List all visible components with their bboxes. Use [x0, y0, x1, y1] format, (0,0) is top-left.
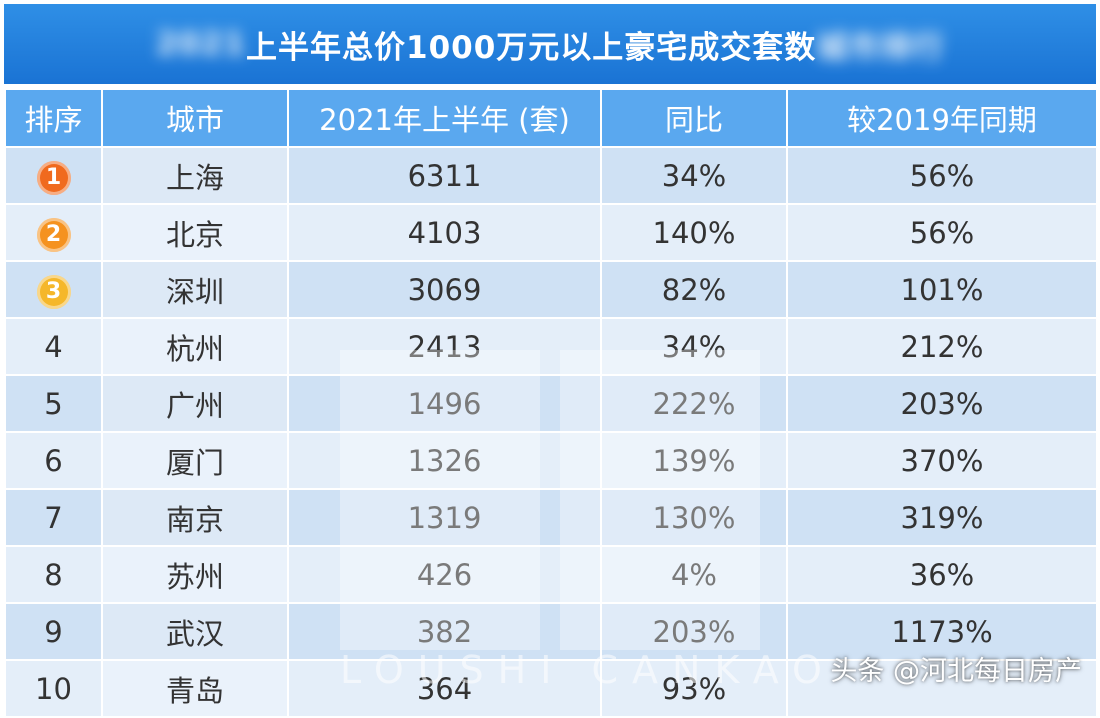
rank-medal-icon: 3 [36, 274, 71, 309]
units-cell: 382 [287, 602, 602, 661]
units-cell: 2413 [287, 317, 602, 376]
city-cell: 深圳 [101, 260, 289, 319]
title-blurred-prefix: 2021 [155, 26, 246, 62]
vs2019-cell: 56% [786, 203, 1098, 262]
units-cell: 3069 [287, 260, 602, 319]
city-cell: 武汉 [101, 602, 289, 661]
yoy-cell: 34% [600, 146, 788, 205]
rank-cell: 6 [4, 431, 103, 490]
yoy-cell: 203% [600, 602, 788, 661]
city-cell: 苏州 [101, 545, 289, 604]
table-row: 5 广州 1496 222% 203% [4, 374, 1098, 433]
rank-cell: 5 [4, 374, 103, 433]
table-row: 2 北京 4103 140% 56% [4, 203, 1098, 262]
units-cell: 1496 [287, 374, 602, 433]
header-yoy: 同比 [600, 88, 788, 148]
yoy-cell: 93% [600, 659, 788, 718]
title-blurred-suffix: 城市排行 [816, 29, 945, 66]
rank-cell: 2 [4, 203, 103, 262]
header-units: 2021年上半年 (套) [287, 88, 602, 148]
rank-cell: 7 [4, 488, 103, 547]
rank-medal-icon: 1 [36, 160, 71, 195]
header-city: 城市 [101, 88, 289, 148]
units-cell: 364 [287, 659, 602, 718]
city-cell: 广州 [101, 374, 289, 433]
yoy-cell: 130% [600, 488, 788, 547]
vs2019-cell: 36% [786, 545, 1098, 604]
table-row: 3 深圳 3069 82% 101% [4, 260, 1098, 319]
table-row: 8 苏州 426 4% 36% [4, 545, 1098, 604]
city-cell: 南京 [101, 488, 289, 547]
table-row: 1 上海 6311 34% 56% [4, 146, 1098, 205]
units-cell: 6311 [287, 146, 602, 205]
vs2019-cell: 203% [786, 374, 1098, 433]
title-text: 上半年总价1000万元以上豪宅成交套数 [246, 29, 817, 66]
source-tag: 头条 @河北每日房产 [830, 656, 1082, 687]
table-title: 2021 上半年总价1000万元以上豪宅成交套数 城市排行 [4, 4, 1096, 84]
header-rank: 排序 [4, 88, 103, 148]
units-cell: 1326 [287, 431, 602, 490]
vs2019-cell: 56% [786, 146, 1098, 205]
vs2019-cell: 370% [786, 431, 1098, 490]
rank-medal-icon: 2 [36, 217, 71, 252]
yoy-cell: 82% [600, 260, 788, 319]
table-row: 10 青岛 364 93% [4, 659, 1098, 718]
table-header-row: 排序 城市 2021年上半年 (套) 同比 较2019年同期 [4, 88, 1098, 148]
table-row: 6 厦门 1326 139% 370% [4, 431, 1098, 490]
rank-cell: 9 [4, 602, 103, 661]
header-vs2019: 较2019年同期 [786, 88, 1098, 148]
vs2019-cell [786, 659, 1098, 718]
rank-cell: 3 [4, 260, 103, 319]
yoy-cell: 140% [600, 203, 788, 262]
units-cell: 1319 [287, 488, 602, 547]
vs2019-cell: 212% [786, 317, 1098, 376]
city-cell: 厦门 [101, 431, 289, 490]
units-cell: 426 [287, 545, 602, 604]
rank-cell: 8 [4, 545, 103, 604]
rank-cell: 1 [4, 146, 103, 205]
yoy-cell: 4% [600, 545, 788, 604]
ranking-table-container: 排序 城市 2021年上半年 (套) 同比 较2019年同期 1 上海 6311 34… [4, 88, 1098, 718]
yoy-cell: 139% [600, 431, 788, 490]
yoy-cell: 34% [600, 317, 788, 376]
vs2019-cell: 1173% [786, 602, 1098, 661]
units-cell: 4103 [287, 203, 602, 262]
city-cell: 杭州 [101, 317, 289, 376]
city-cell: 上海 [101, 146, 289, 205]
table-body: 1 上海 6311 34% 56% 2 北京 4103 140% 56% 3 深圳 3069 82% 101… [4, 146, 1098, 718]
ranking-table: 排序 城市 2021年上半年 (套) 同比 较2019年同期 1 上海 6311 34… [4, 88, 1098, 718]
city-cell: 青岛 [101, 659, 289, 718]
rank-cell: 4 [4, 317, 103, 376]
vs2019-cell: 101% [786, 260, 1098, 319]
watermark-text: LOUSHI CANKAO [340, 648, 836, 692]
table-row: 4 杭州 2413 34% 212% [4, 317, 1098, 376]
yoy-cell: 222% [600, 374, 788, 433]
rank-cell: 10 [4, 659, 103, 718]
table-row: 9 武汉 382 203% 1173% [4, 602, 1098, 661]
table-row: 7 南京 1319 130% 319% [4, 488, 1098, 547]
vs2019-cell: 319% [786, 488, 1098, 547]
city-cell: 北京 [101, 203, 289, 262]
